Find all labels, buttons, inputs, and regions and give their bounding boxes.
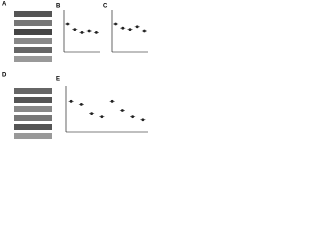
blot-band [14, 38, 52, 44]
figure: A B C D E [2, 2, 148, 139]
panel-label: E [56, 77, 60, 83]
blot-band [14, 56, 52, 62]
dot [69, 99, 73, 103]
dot [79, 103, 83, 106]
dot [66, 22, 69, 26]
dot [121, 26, 125, 30]
blot-band [14, 97, 52, 103]
blot-band [14, 11, 52, 17]
dot [128, 28, 132, 31]
panel-label: B [56, 4, 61, 10]
blot-band [14, 20, 52, 26]
blot-band [14, 106, 52, 112]
blot-band [14, 115, 52, 121]
panel-label: D [2, 73, 7, 79]
blot-band [14, 124, 52, 130]
blot-a [14, 11, 52, 62]
dot [141, 118, 145, 122]
blot-band [14, 47, 52, 53]
dot [114, 22, 117, 26]
panel-label: C [103, 4, 108, 10]
dot [110, 99, 114, 103]
dot [90, 112, 94, 115]
dot [80, 31, 84, 34]
dot [131, 115, 135, 119]
dot [87, 29, 91, 33]
blot-band [14, 88, 52, 94]
blot-d [14, 88, 52, 139]
blot-band [14, 29, 52, 35]
dot [100, 115, 104, 119]
dot [135, 25, 139, 29]
panel-label: A [2, 2, 7, 8]
dot [73, 28, 77, 31]
blot-band [14, 133, 52, 139]
dot [143, 29, 146, 33]
dot [95, 31, 98, 34]
dot [120, 109, 124, 112]
